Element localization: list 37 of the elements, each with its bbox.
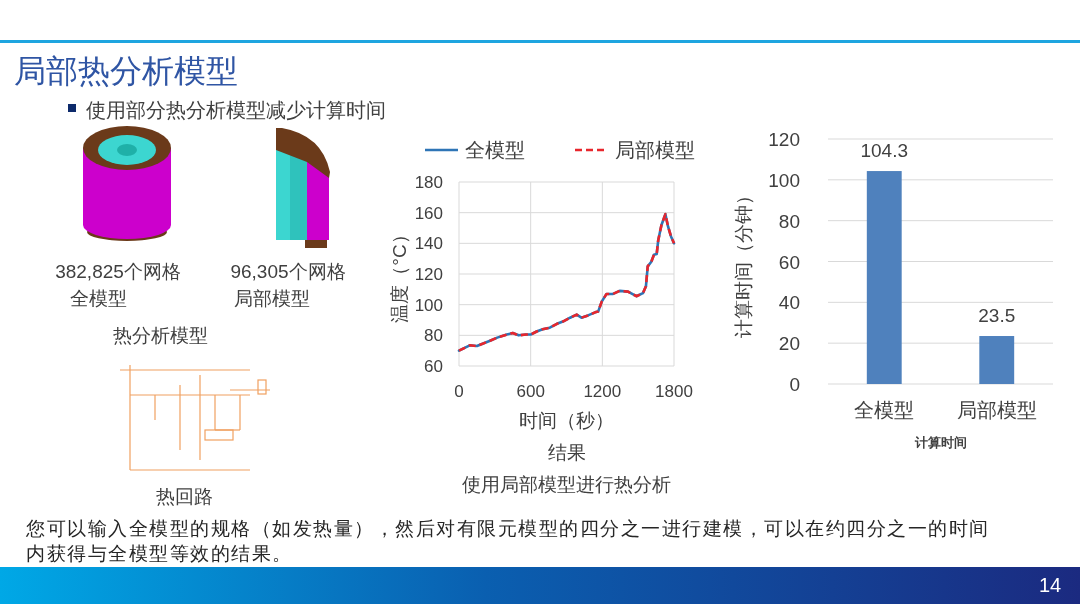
y-tick-label: 100	[768, 169, 800, 191]
text: 热分析模型	[112, 325, 208, 346]
y-tick-label: 140	[414, 234, 443, 254]
y-tick-label: 80	[424, 326, 443, 346]
text: 热回路	[155, 486, 213, 507]
text: 14	[1038, 574, 1062, 596]
y-tick-label: 40	[778, 292, 800, 314]
x-tick-label: 0	[454, 382, 464, 401]
y-axis-title: 计算时间（分钟）	[733, 185, 754, 338]
legend-label: 全模型	[465, 139, 525, 161]
x-tick-label: 600	[516, 382, 545, 401]
y-tick-label: 180	[414, 173, 443, 192]
x-tick-label: 1200	[583, 382, 622, 401]
text: 使用部分热分析模型减少计算时间	[86, 99, 386, 121]
y-tick-label: 100	[414, 295, 443, 315]
text: 您可以输入全模型的规格（如发热量），然后对有限元模型的四分之一进行建模，可以在约四分之一的时间内获得与全模型等效的结果。	[26, 517, 991, 566]
y-axis-title: 温度（°C）	[389, 225, 410, 323]
text: 96,305个网格	[230, 261, 346, 282]
x-axis-title: 计算时间	[913, 435, 967, 450]
y-tick-label: 20	[778, 333, 800, 355]
y-tick-label: 80	[778, 210, 800, 232]
text: 局部模型	[234, 288, 310, 309]
y-tick-label: 160	[414, 203, 443, 223]
data-label: 23.5	[978, 305, 1016, 327]
legend-label: 局部模型	[615, 139, 695, 161]
text: 全模型	[69, 288, 127, 309]
y-tick-label: 120	[414, 265, 443, 284]
y-tick-label: 60	[778, 251, 800, 273]
y-tick-label: 60	[424, 357, 443, 376]
text: 结果	[547, 442, 586, 463]
y-tick-label: 120	[768, 129, 800, 150]
text: 局部热分析模型	[14, 53, 238, 89]
text: 382,825个网格	[55, 261, 181, 282]
x-axis-title: 时间（秒）	[519, 410, 614, 431]
text: 使用局部模型进行热分析	[462, 474, 671, 495]
data-label: 104.3	[860, 140, 909, 162]
x-tick-label: 1800	[655, 382, 693, 401]
